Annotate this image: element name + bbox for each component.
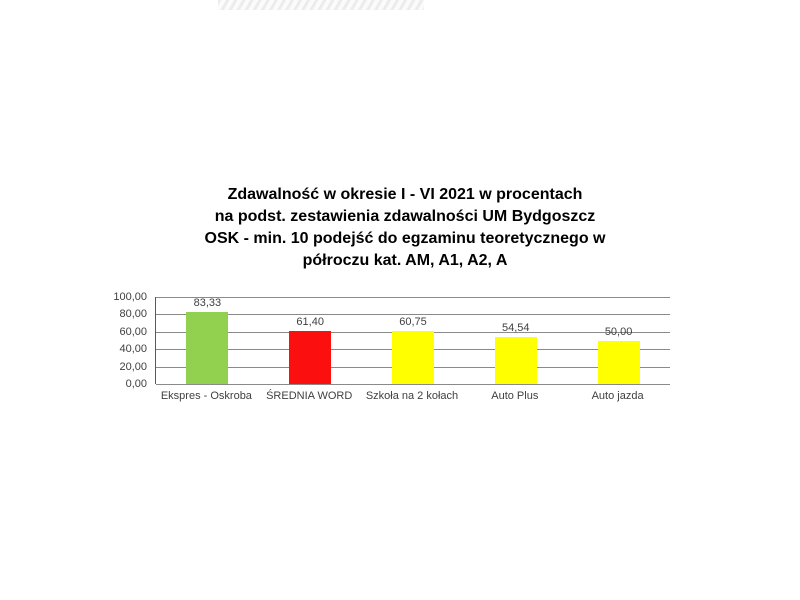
plot-area: 83,33 61,40 60,75 54,54 50,00 (155, 297, 670, 385)
gridline (156, 384, 670, 385)
bar-value-label: 50,00 (604, 325, 633, 338)
y-axis-tick-label: 0,00 (125, 378, 147, 390)
category-label: Szkoła na 2 kołach (365, 390, 459, 402)
y-axis-tick-label: 80,00 (119, 308, 147, 321)
y-axis-tick-label: 40,00 (119, 343, 147, 356)
bar-value-label: 54,54 (502, 321, 530, 334)
bar-2: 60,75 (391, 316, 434, 384)
bar-slot: 61,40 (259, 297, 362, 384)
bar-4: 50,00 (597, 326, 640, 384)
category-label: Ekspres - Oskroba (160, 390, 252, 402)
bar-slot: 83,33 (156, 297, 259, 384)
chart-title-line-1: Zdawalność w okresie I - VI 2021 w proce… (227, 186, 583, 203)
redacted-header-band (218, 0, 424, 10)
category-label: Auto jazda (591, 390, 644, 402)
y-axis-tick-label: 100,00 (113, 291, 147, 303)
bar-slot: 60,75 (362, 297, 465, 384)
category-axis: Ekspres - Oskroba ŚREDNIA WORD Szkoła na 2… (155, 390, 669, 402)
y-axis-tick-label: 60,00 (119, 325, 147, 338)
bar-slot: 54,54 (464, 297, 567, 384)
category-label: ŚREDNIA WORD (266, 390, 353, 402)
y-axis: 100,00 80,00 60,00 40,00 20,00 0,00 (75, 291, 147, 390)
gridline (156, 297, 670, 298)
bar-slot: 50,00 (567, 297, 670, 384)
bars-row: 83,33 61,40 60,75 54,54 50,00 (156, 297, 670, 384)
bar-3: 54,54 (494, 322, 537, 384)
category-label: Auto Plus (491, 390, 539, 402)
bar-0: 83,33 (186, 297, 229, 384)
chart-title-line-2: na podst. zestawienia zdawalności UM Byd… (214, 208, 596, 225)
chart-title-line-3: OSK - min. 10 podejść do egzaminu teoret… (204, 230, 606, 247)
chart-title-line-4: półroczu kat. AM, A1, A2, A (302, 252, 508, 269)
bar-value-label: 83,33 (193, 296, 222, 309)
chart-title: Zdawalność w okresie I - VI 2021 w proce… (100, 184, 710, 272)
bar-value-label: 61,40 (296, 315, 324, 328)
bar-value-label: 60,75 (399, 316, 427, 329)
y-axis-tick-label: 20,00 (119, 360, 147, 373)
gridline (156, 314, 670, 316)
bar-1: 61,40 (289, 316, 332, 384)
